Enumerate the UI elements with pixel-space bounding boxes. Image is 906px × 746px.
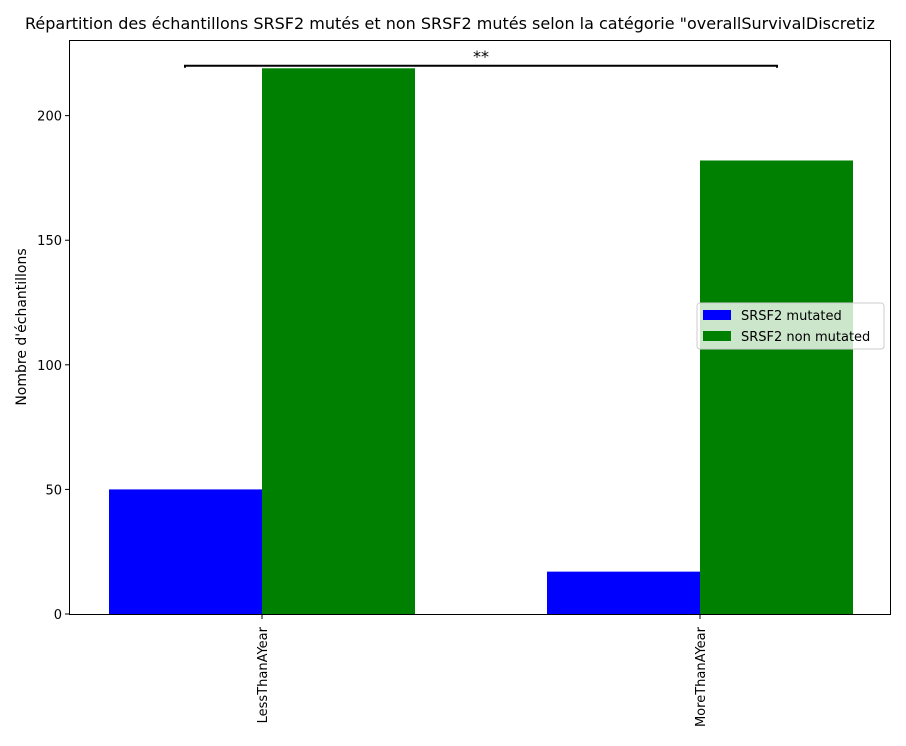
chart-title: Répartition des échantillons SRSF2 mutés… xyxy=(25,14,875,33)
significance-label: ** xyxy=(473,47,489,66)
axes-frame xyxy=(69,40,891,615)
legend-box xyxy=(696,302,885,350)
significance-bracket xyxy=(184,64,778,68)
plot-area xyxy=(109,68,853,615)
legend-swatch xyxy=(703,331,731,341)
y-tick-label: 0 xyxy=(54,608,62,623)
legend-label: SRSF2 mutated xyxy=(741,309,842,324)
bar-non-mutated-MoreThanAYear xyxy=(700,160,853,615)
axis-ticks: 0 50 100 150 200 LessThanAYear MoreThanAYear xyxy=(37,110,709,727)
annotations: ** xyxy=(184,47,778,68)
y-tick-label: 150 xyxy=(37,234,62,249)
bar-mutated-LessThanAYear xyxy=(109,489,262,614)
bar-mutated-MoreThanAYear xyxy=(547,571,700,614)
bar-non-mutated-LessThanAYear xyxy=(262,68,415,615)
x-tick-label: LessThanAYear xyxy=(256,626,271,723)
y-axis-label: Nombre d'échantillons xyxy=(14,248,30,405)
x-tick-label: MoreThanAYear xyxy=(694,626,709,727)
legend: SRSF2 mutated SRSF2 non mutated xyxy=(696,302,885,350)
legend-swatch xyxy=(703,310,731,320)
legend-label: SRSF2 non mutated xyxy=(741,330,870,345)
y-tick-label: 100 xyxy=(37,359,62,374)
y-tick-label: 200 xyxy=(37,110,62,125)
y-tick-label: 50 xyxy=(45,483,62,498)
